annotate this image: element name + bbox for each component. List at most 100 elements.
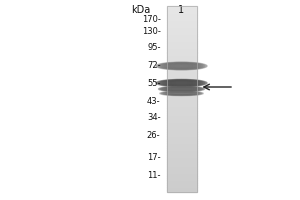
- Bar: [167, 97, 197, 99]
- Bar: [167, 143, 197, 146]
- Bar: [167, 141, 197, 143]
- Ellipse shape: [160, 80, 203, 86]
- Ellipse shape: [166, 87, 197, 91]
- Bar: [167, 122, 197, 125]
- Bar: [167, 111, 197, 113]
- Bar: [167, 162, 197, 164]
- Bar: [167, 41, 197, 43]
- Ellipse shape: [158, 80, 205, 86]
- Bar: [167, 180, 197, 183]
- Bar: [167, 25, 197, 27]
- Bar: [167, 83, 197, 85]
- Bar: [167, 64, 197, 66]
- Bar: [167, 15, 197, 18]
- Text: kDa: kDa: [131, 5, 150, 15]
- Bar: [167, 166, 197, 169]
- Ellipse shape: [171, 88, 192, 90]
- Bar: [167, 69, 197, 71]
- Ellipse shape: [162, 80, 201, 86]
- Bar: [167, 139, 197, 141]
- Text: 34-: 34-: [147, 112, 160, 121]
- Bar: [167, 46, 197, 48]
- Ellipse shape: [156, 62, 207, 70]
- Ellipse shape: [169, 88, 194, 90]
- Ellipse shape: [166, 64, 197, 68]
- Bar: [167, 125, 197, 127]
- Bar: [167, 157, 197, 159]
- Bar: [167, 187, 197, 190]
- Bar: [167, 11, 197, 13]
- Text: 11-: 11-: [147, 171, 160, 180]
- Text: 17-: 17-: [147, 153, 160, 162]
- Bar: [167, 20, 197, 22]
- Bar: [167, 106, 197, 108]
- Bar: [167, 29, 197, 32]
- Text: 72-: 72-: [147, 60, 160, 70]
- Ellipse shape: [164, 63, 199, 69]
- Bar: [167, 94, 197, 97]
- Ellipse shape: [170, 64, 193, 68]
- Bar: [167, 73, 197, 76]
- Bar: [167, 22, 197, 25]
- Text: 26-: 26-: [147, 131, 160, 140]
- Ellipse shape: [168, 81, 195, 85]
- Bar: [167, 108, 197, 111]
- Bar: [167, 150, 197, 152]
- Ellipse shape: [160, 91, 203, 96]
- Bar: [167, 34, 197, 36]
- Bar: [167, 36, 197, 39]
- Bar: [167, 55, 197, 57]
- Bar: [167, 32, 197, 34]
- Bar: [167, 178, 197, 180]
- Bar: [167, 48, 197, 50]
- Bar: [167, 39, 197, 41]
- Ellipse shape: [160, 87, 202, 91]
- Ellipse shape: [159, 86, 205, 92]
- Bar: [167, 13, 197, 15]
- Ellipse shape: [162, 63, 201, 69]
- Bar: [167, 27, 197, 29]
- Bar: [167, 43, 197, 46]
- Bar: [167, 173, 197, 176]
- Bar: [167, 134, 197, 136]
- Bar: [167, 85, 197, 87]
- Bar: [167, 8, 197, 11]
- Bar: [167, 148, 197, 150]
- Bar: [167, 129, 197, 132]
- Bar: [167, 155, 197, 157]
- Bar: [167, 185, 197, 187]
- Text: 95-: 95-: [147, 43, 160, 51]
- Text: 1: 1: [178, 5, 184, 15]
- Ellipse shape: [164, 81, 199, 85]
- Ellipse shape: [162, 91, 201, 95]
- Bar: [167, 132, 197, 134]
- Ellipse shape: [163, 92, 200, 95]
- Bar: [167, 115, 197, 118]
- Bar: [167, 71, 197, 73]
- Ellipse shape: [167, 92, 196, 95]
- Bar: [167, 66, 197, 69]
- Ellipse shape: [168, 64, 195, 68]
- Bar: [167, 120, 197, 122]
- Text: 55-: 55-: [147, 78, 160, 88]
- Text: 130-: 130-: [142, 26, 160, 36]
- Bar: [167, 159, 197, 162]
- Bar: [167, 92, 197, 94]
- Ellipse shape: [169, 92, 194, 95]
- Ellipse shape: [166, 81, 197, 85]
- Bar: [167, 59, 197, 62]
- Bar: [167, 62, 197, 64]
- Bar: [167, 152, 197, 155]
- Ellipse shape: [158, 62, 205, 70]
- Text: 43-: 43-: [147, 97, 160, 106]
- Ellipse shape: [168, 87, 195, 91]
- Bar: [167, 136, 197, 139]
- Bar: [167, 87, 197, 90]
- Bar: [167, 99, 197, 101]
- Ellipse shape: [170, 92, 193, 95]
- Bar: [167, 6, 197, 192]
- Ellipse shape: [164, 87, 199, 91]
- Bar: [167, 78, 197, 80]
- Ellipse shape: [170, 81, 193, 85]
- Ellipse shape: [160, 63, 203, 69]
